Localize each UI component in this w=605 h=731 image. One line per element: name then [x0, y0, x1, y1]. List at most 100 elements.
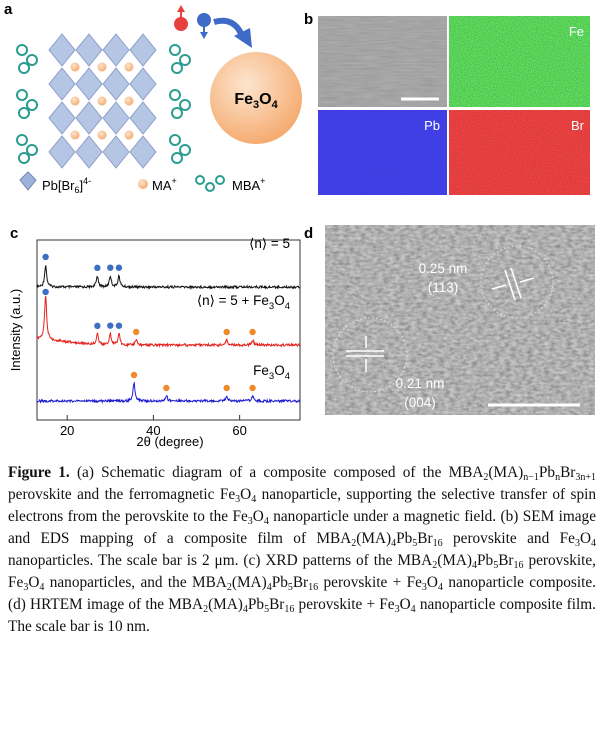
caption-text: (MA): [208, 596, 243, 613]
caption-label: Figure 1.: [8, 464, 70, 481]
caption-text: nanoparticles, and the MBA: [44, 574, 227, 591]
particle-label: Fe3O4: [234, 91, 278, 111]
octahedron: [48, 67, 76, 101]
ring: [171, 107, 183, 119]
caption-text: 5: [493, 560, 499, 571]
caption-text: 2: [351, 538, 357, 549]
lattice-marker: [346, 336, 384, 372]
map-label: Br: [571, 118, 585, 133]
caption-text: (MA): [488, 464, 524, 481]
caption-text: 5: [287, 582, 293, 593]
caption-text: nanoparticles. The scale bar is 2 μm. (c…: [8, 552, 433, 569]
panel-b: b Fe Pb Br: [304, 11, 590, 195]
peak-marker: [42, 253, 49, 261]
series-label-part: 4: [285, 301, 290, 312]
caption-text: 2: [483, 472, 489, 483]
transfer-arrow-head: [234, 28, 252, 48]
caption-text: 3: [247, 516, 253, 527]
ring: [171, 152, 183, 164]
panel-a: a Fe3O4 Pb[Br6]4- MA+ MBA+: [4, 1, 302, 195]
peak-marker: [42, 288, 49, 296]
peak-marker: [223, 328, 230, 336]
caption-text: 3: [394, 604, 400, 615]
panel-letter: b: [304, 11, 313, 28]
caption-text: perovskite, Fe: [8, 552, 596, 591]
ring: [16, 44, 28, 56]
caption-text: (MA): [356, 530, 392, 547]
caption-text: 4: [251, 494, 257, 505]
series-label-part: 3: [269, 301, 274, 312]
hrtem-texture: [325, 225, 595, 415]
ring: [179, 144, 191, 156]
grain-outline: [480, 245, 554, 319]
ma-icon: [138, 179, 148, 189]
octahedron: [48, 101, 76, 135]
caption-text: 3: [574, 538, 580, 549]
caption-text: nanoparticle composite film. The scale b…: [8, 596, 596, 635]
peak-marker: [249, 328, 256, 336]
x-tick-label: 20: [60, 423, 74, 438]
caption-text: 5: [412, 538, 418, 549]
grain-outline: [332, 317, 408, 393]
caption-text: 3: [421, 582, 427, 593]
panel-letter: c: [10, 225, 18, 242]
legend-label: MBA+: [232, 176, 265, 193]
ring: [16, 89, 28, 101]
ring: [26, 99, 38, 111]
caption-text: n−1: [523, 472, 539, 483]
mba-molecule: [169, 44, 191, 74]
caption-text: 16: [284, 604, 295, 615]
caption-text: Br: [560, 464, 576, 481]
ma-cation: [124, 62, 134, 72]
ring: [18, 107, 30, 119]
peak-marker: [107, 322, 114, 329]
caption-text: O: [399, 596, 411, 613]
series-label: ⟨n⟩ = 5 + Fe3O4: [197, 293, 290, 312]
caption-text: Pb: [247, 596, 265, 613]
caption-text: 16: [513, 560, 524, 571]
mba-molecule: [16, 134, 38, 164]
peak-marker: [115, 322, 123, 329]
caption-text: nanoparticle composite. (d) HRTEM image …: [8, 574, 596, 613]
series-label-part: ⟨n⟩ = 5 + Fe: [197, 293, 269, 308]
octahedron: [129, 101, 157, 135]
caption-text: perovskite + Fe: [294, 596, 395, 613]
ring: [171, 62, 183, 74]
caption-text: 16: [308, 582, 319, 593]
caption-text: 3: [23, 582, 29, 593]
caption-text: 16: [432, 538, 443, 549]
caption-text: 2: [432, 560, 438, 571]
caption-text: 2: [203, 604, 209, 615]
ring: [169, 44, 181, 56]
ma-cation: [124, 96, 134, 106]
fe-texture: [449, 16, 590, 107]
peak-marker: [115, 264, 123, 271]
caption-text: Br: [292, 574, 309, 591]
series-label-part: O: [274, 363, 285, 378]
ring: [26, 54, 38, 66]
octahedron: [129, 135, 157, 169]
octahedron: [48, 135, 76, 169]
ring: [169, 134, 181, 146]
series-label: ⟨n⟩ = 5: [249, 236, 290, 251]
caption-text: Br: [498, 552, 514, 569]
legend-label: Pb[Br6]4-: [42, 176, 91, 195]
series-label: Fe3O4: [253, 363, 290, 382]
caption-text: O: [579, 530, 591, 547]
ring: [16, 134, 28, 146]
series-label-part: 4: [285, 371, 290, 382]
caption-text: 4: [410, 604, 416, 615]
d-spacing: 0.21 nm: [396, 376, 445, 391]
peak-marker: [94, 322, 101, 330]
caption-text: 4: [263, 516, 269, 527]
caption-text: 4: [591, 538, 596, 549]
peak-marker: [94, 264, 101, 272]
lattice: [16, 33, 191, 169]
octahedron: [75, 33, 103, 67]
x-tick-label: 60: [232, 423, 246, 438]
caption-text: (MA): [231, 574, 267, 591]
caption-text: 2: [226, 582, 232, 593]
octahedron: [75, 101, 103, 135]
spin-arrow-head: [200, 32, 208, 39]
panel-letter: d: [304, 225, 313, 242]
